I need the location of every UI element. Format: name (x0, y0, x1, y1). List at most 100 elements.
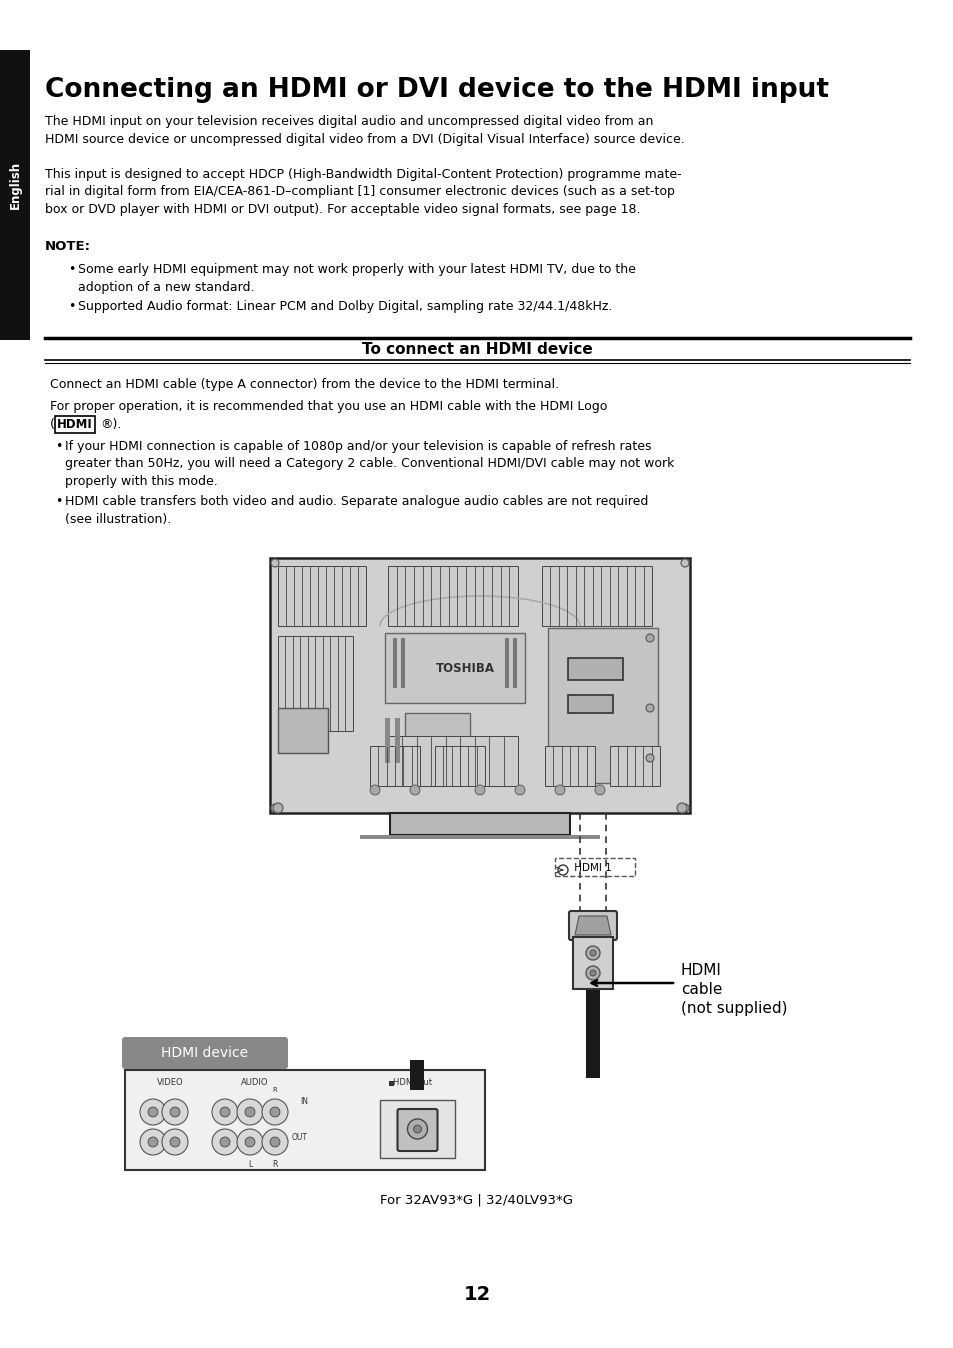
Text: R: R (272, 1161, 277, 1169)
Text: HDMI
cable
(not supplied): HDMI cable (not supplied) (680, 962, 786, 1016)
Bar (567, 658, 622, 679)
Bar (395, 718, 399, 763)
Bar (390, 813, 569, 834)
Text: IN: IN (299, 1097, 308, 1107)
Bar (359, 834, 599, 838)
Circle shape (170, 1136, 180, 1147)
Text: OUT: OUT (292, 1134, 308, 1143)
Bar (388, 566, 517, 625)
Text: L: L (248, 1161, 252, 1169)
Bar (277, 566, 366, 625)
Bar (385, 718, 390, 763)
Circle shape (273, 803, 283, 813)
Bar (370, 745, 419, 786)
Text: HDMI device: HDMI device (161, 1046, 249, 1060)
Circle shape (410, 785, 419, 795)
Circle shape (148, 1136, 158, 1147)
Text: •: • (55, 495, 62, 508)
FancyBboxPatch shape (573, 937, 613, 989)
Text: For proper operation, it is recommended that you use an HDMI cable with the HDMI: For proper operation, it is recommended … (50, 400, 607, 412)
Circle shape (140, 1130, 166, 1155)
Circle shape (270, 1136, 280, 1147)
Circle shape (645, 704, 654, 712)
Circle shape (555, 785, 564, 795)
Bar (609, 745, 659, 786)
Circle shape (645, 634, 654, 642)
Bar (270, 558, 689, 813)
Circle shape (262, 1130, 288, 1155)
Circle shape (585, 967, 599, 980)
Circle shape (680, 803, 688, 811)
Text: HDMI cable transfers both video and audio. Separate analogue audio cables are no: HDMI cable transfers both video and audi… (65, 495, 648, 526)
Bar (389, 1081, 394, 1086)
Text: This input is designed to accept HDCP (High-Bandwidth Digital-Content Protection: This input is designed to accept HDCP (H… (45, 168, 680, 216)
Circle shape (162, 1099, 188, 1126)
Text: (: ( (50, 418, 55, 431)
Circle shape (558, 865, 567, 875)
Bar (504, 638, 509, 687)
Circle shape (271, 559, 278, 568)
Circle shape (220, 1107, 230, 1117)
Bar (0, 50, 30, 340)
Text: For 32AV93*G | 32/40LV93*G: For 32AV93*G | 32/40LV93*G (380, 1193, 573, 1206)
Circle shape (585, 946, 599, 960)
Bar (435, 745, 484, 786)
Bar (547, 628, 658, 783)
Circle shape (170, 1107, 180, 1117)
Text: ®).: ®). (100, 418, 121, 431)
Bar (125, 1070, 484, 1170)
Circle shape (245, 1136, 254, 1147)
FancyBboxPatch shape (397, 1109, 437, 1151)
Circle shape (262, 1099, 288, 1126)
Bar (379, 1100, 455, 1158)
Bar (385, 634, 524, 704)
Text: •: • (55, 439, 62, 453)
Circle shape (212, 1099, 237, 1126)
Circle shape (148, 1107, 158, 1117)
Circle shape (595, 785, 604, 795)
Circle shape (162, 1130, 188, 1155)
Bar (410, 1060, 424, 1091)
Text: Connect an HDMI cable (type A connector) from the device to the HDMI terminal.: Connect an HDMI cable (type A connector)… (50, 377, 558, 391)
Bar (277, 708, 328, 754)
Bar (585, 988, 599, 1078)
Circle shape (677, 803, 686, 813)
Circle shape (645, 754, 654, 762)
Text: Some early HDMI equipment may not work properly with your latest HDMI TV, due to: Some early HDMI equipment may not work p… (78, 263, 636, 294)
Circle shape (270, 1107, 280, 1117)
Circle shape (680, 559, 688, 568)
Circle shape (212, 1130, 237, 1155)
Bar (400, 638, 405, 687)
Bar (541, 566, 651, 625)
Bar (405, 713, 470, 778)
Bar (567, 696, 613, 713)
Bar (544, 745, 595, 786)
Circle shape (245, 1107, 254, 1117)
Circle shape (589, 950, 596, 956)
Text: NOTE:: NOTE: (45, 240, 91, 253)
Text: Connecting an HDMI or DVI device to the HDMI input: Connecting an HDMI or DVI device to the … (45, 77, 828, 102)
Text: AUDIO: AUDIO (241, 1078, 269, 1086)
Text: To connect an HDMI device: To connect an HDMI device (361, 341, 592, 356)
Text: 12: 12 (463, 1286, 490, 1305)
Circle shape (413, 1126, 421, 1134)
Circle shape (236, 1099, 263, 1126)
Circle shape (236, 1130, 263, 1155)
Circle shape (220, 1136, 230, 1147)
Polygon shape (575, 917, 610, 936)
Text: TOSHIBA: TOSHIBA (435, 662, 494, 674)
Bar (555, 857, 635, 876)
Text: HDMI 1: HDMI 1 (571, 863, 611, 874)
Circle shape (140, 1099, 166, 1126)
Circle shape (370, 785, 379, 795)
Circle shape (589, 971, 596, 976)
Text: R: R (273, 1086, 277, 1093)
Text: English: English (9, 160, 22, 209)
Text: HDMI: HDMI (57, 418, 92, 431)
Text: VIDEO: VIDEO (156, 1078, 183, 1086)
Bar (388, 736, 517, 786)
Bar (277, 636, 353, 731)
Bar (513, 638, 517, 687)
Circle shape (515, 785, 524, 795)
FancyBboxPatch shape (122, 1037, 288, 1069)
